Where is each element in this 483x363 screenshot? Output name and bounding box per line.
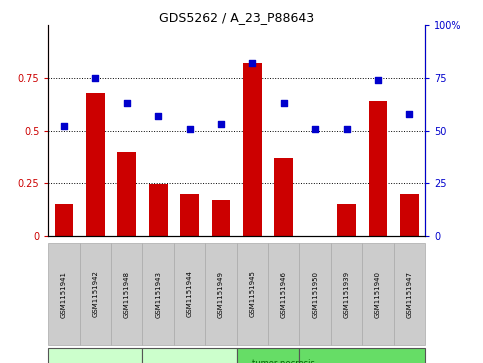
Text: GSM1151947: GSM1151947 [406,270,412,318]
Point [92,75,99,81]
Bar [237,348,299,363]
Bar [212,200,230,236]
Point [312,126,319,131]
Bar [149,184,168,236]
Bar [274,158,293,236]
Text: GSM1151944: GSM1151944 [186,270,193,318]
Point [123,101,131,106]
Bar [86,93,105,236]
Text: GSM1151950: GSM1151950 [312,270,318,318]
Bar [268,243,299,345]
Bar [48,348,142,363]
Point [217,122,225,127]
Bar [299,348,425,363]
Point [186,126,194,131]
Bar [80,243,111,345]
Bar [180,194,199,236]
Bar [205,243,237,345]
Bar [237,243,268,345]
Bar [394,243,425,345]
Bar [243,63,262,236]
Bar [55,204,73,236]
Point [280,101,288,106]
Bar [142,348,237,363]
Bar [362,243,394,345]
Bar [48,243,80,345]
Bar [369,101,387,236]
Point [406,111,413,117]
Bar [111,243,142,345]
Bar [331,243,362,345]
Point [155,113,162,119]
Bar [299,243,331,345]
Text: GSM1151943: GSM1151943 [155,270,161,318]
Title: GDS5262 / A_23_P88643: GDS5262 / A_23_P88643 [159,11,314,24]
Text: GSM1151939: GSM1151939 [343,270,350,318]
Point [374,77,382,83]
Bar [174,243,205,345]
Text: GSM1151940: GSM1151940 [375,270,381,318]
Point [60,123,68,129]
Bar [337,204,356,236]
Text: GSM1151948: GSM1151948 [124,270,130,318]
Point [249,60,256,66]
Text: GSM1151942: GSM1151942 [92,270,99,318]
Bar [142,243,174,345]
Text: GSM1151945: GSM1151945 [249,270,256,318]
Bar [117,152,136,236]
Point [343,126,351,131]
Text: GSM1151949: GSM1151949 [218,270,224,318]
Text: GSM1151946: GSM1151946 [281,270,287,318]
Bar [400,194,419,236]
Text: GSM1151941: GSM1151941 [61,270,67,318]
Text: tumor necrosis
factor-α: tumor necrosis factor-α [252,359,315,363]
